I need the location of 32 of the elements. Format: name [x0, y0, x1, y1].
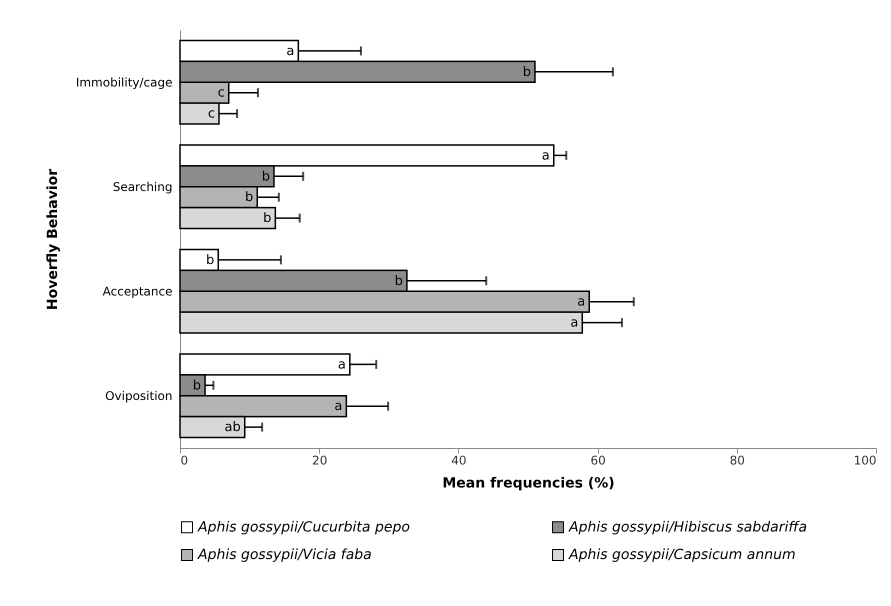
data-label: b	[192, 378, 202, 394]
data-label: b	[244, 190, 254, 206]
y-tick-label: Searching	[112, 180, 172, 194]
x-tick-label: 60	[590, 454, 606, 468]
legend-label: Aphis gossypii/Hibiscus sabdariffa	[568, 519, 808, 536]
legend-label: Aphis gossypii/Capsicum annum	[568, 547, 796, 563]
data-label: b	[206, 252, 214, 268]
y-tick-label: Immobility/cage	[76, 75, 172, 90]
data-label: a	[577, 294, 586, 310]
y-tick-label: Acceptance	[102, 284, 172, 298]
x-tick-label: 100	[854, 454, 876, 468]
data-label: a	[542, 148, 550, 164]
x-axis-title: Mean frequencies (%)	[442, 476, 615, 492]
data-label: c	[208, 106, 215, 122]
x-tick-label: 0	[180, 454, 188, 468]
data-label: a	[570, 316, 578, 331]
x-tick-label: 20	[312, 454, 328, 468]
data-label: b	[262, 169, 270, 184]
legend-label: Aphis gossypii/Cucurbita pepo	[197, 519, 410, 536]
y-tick-label: Oviposition	[105, 388, 172, 403]
x-tick-label: 80	[730, 454, 745, 468]
data-label: b	[522, 64, 531, 80]
data-label: c	[218, 86, 225, 101]
y-axis-title: Hoverfly Behavior	[44, 168, 61, 310]
data-label: ab	[224, 420, 241, 436]
data-label: b	[394, 274, 403, 289]
legend-label: Aphis gossypii/Vicia faba	[197, 547, 372, 563]
x-tick-label: 40	[451, 454, 467, 468]
data-label: a	[334, 399, 342, 414]
data-label: b	[263, 211, 272, 226]
data-label: a	[338, 357, 346, 372]
data-label: a	[286, 44, 294, 59]
